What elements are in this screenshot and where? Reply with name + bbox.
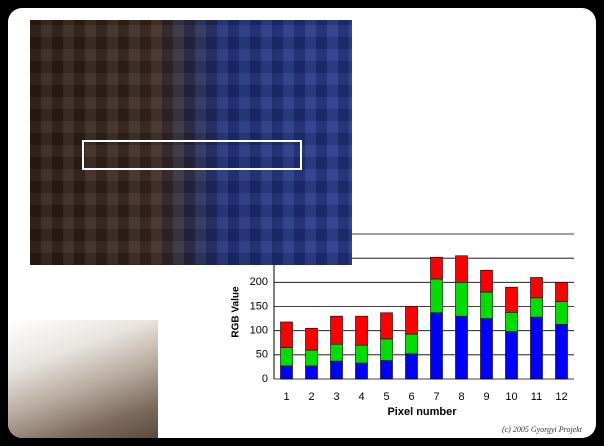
x-tick-label: 2 (308, 391, 314, 403)
bar-segment (480, 291, 493, 319)
bar-segment (305, 365, 318, 380)
bar-segment (305, 349, 318, 367)
photo (8, 320, 158, 438)
bar-segment (530, 277, 543, 299)
bar-segment (330, 360, 343, 380)
bar-segment (405, 353, 418, 380)
y-tick-label: 0 (262, 373, 268, 385)
bar-segment (405, 333, 418, 355)
x-tick-label: 1 (283, 391, 289, 403)
bar-segment (380, 360, 393, 380)
bar-segment (555, 301, 568, 325)
bar-segment (455, 315, 468, 380)
bar-segment (355, 344, 368, 364)
x-tick-label: 10 (505, 391, 517, 403)
bar-segment (280, 365, 293, 380)
bar-segment (380, 312, 393, 340)
bar-segment (530, 297, 543, 318)
bar-segment (330, 315, 343, 345)
bar-segment (380, 338, 393, 361)
bar-segment (280, 321, 293, 348)
x-axis-label: Pixel number (387, 406, 457, 418)
footer: (c) 2005 Gyorgyi Projekt (501, 425, 582, 434)
bar-segment (430, 278, 443, 314)
x-tick-label: 11 (531, 391, 542, 403)
x-tick-label: 7 (433, 391, 439, 403)
x-tick-label: 8 (458, 391, 464, 403)
y-axis-label: RGB Value (231, 286, 242, 338)
bar-segment (480, 269, 493, 293)
y-tick-label: 100 (250, 325, 268, 337)
bar-segment (355, 362, 368, 380)
x-tick-label: 9 (483, 391, 489, 403)
y-tick-label: 200 (250, 276, 268, 288)
x-tick-label: 3 (333, 391, 339, 403)
x-tick-label: 4 (358, 391, 364, 403)
bar-segment (555, 324, 568, 380)
bar-segment (330, 343, 343, 362)
x-tick-label: 5 (383, 391, 389, 403)
bar-segment (505, 331, 518, 380)
bar-segment (430, 312, 443, 380)
bar-segment (355, 315, 368, 346)
x-tick-label: 6 (408, 391, 414, 403)
bar-segment (505, 311, 518, 332)
bar-segment (505, 286, 518, 313)
bar-segment (480, 318, 493, 380)
bar-segment (530, 316, 543, 380)
bar-segment (455, 255, 468, 283)
x-tick-label: 12 (555, 391, 567, 403)
y-tick-label: 50 (256, 349, 268, 361)
bar-segment (430, 256, 443, 280)
bar-segment (305, 327, 318, 351)
y-tick-label: 150 (250, 300, 268, 312)
bar-segment (405, 306, 418, 335)
selection-box (82, 140, 302, 170)
bar-segment (455, 282, 468, 317)
bar-segment (555, 282, 568, 302)
bar-segment (280, 347, 293, 367)
